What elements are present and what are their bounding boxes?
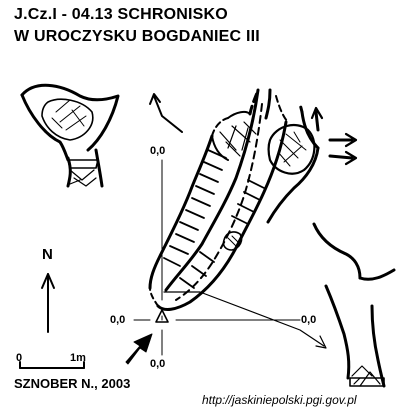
passage-arrow-nw [149,93,183,133]
north-arrow [41,273,55,333]
section-line-se [163,291,327,349]
passage-arrows-east [310,106,358,166]
north-label: N [42,246,53,263]
datum-label-right: 0,0 [301,314,317,326]
main-passage-walls [148,88,288,311]
rock-small [222,231,243,251]
boulder-right [267,123,316,175]
scale-bar [19,361,85,369]
source-url: http://jaskiniepolski.pgi.gov.pl [202,393,357,407]
passage-centerline [175,103,263,301]
cross-section-top-left [20,83,120,188]
datum-label-top: 0,0 [150,145,166,157]
cave-upper-outline [211,88,289,161]
outer-wall-right [266,102,320,224]
datum-label-bottom: 0,0 [150,358,166,370]
entrance-arrow [125,333,153,365]
datum-label-left: 0,0 [110,314,126,326]
cave-title-line-2: W UROCZYSKU BOGDANIEC III [14,28,260,45]
cave-title-line-1: J.Cz.I - 04.13 SCHRONISKO [14,6,228,23]
scale-end-label: 1m [70,352,86,364]
datum-axes [133,159,301,356]
author-credit: SZNOBER N., 2003 [14,376,131,391]
survey-datum-marker [155,309,169,323]
ceiling-hatching [163,149,265,289]
cross-section-bottom-right [312,222,396,388]
scale-start-label: 0 [16,352,23,364]
